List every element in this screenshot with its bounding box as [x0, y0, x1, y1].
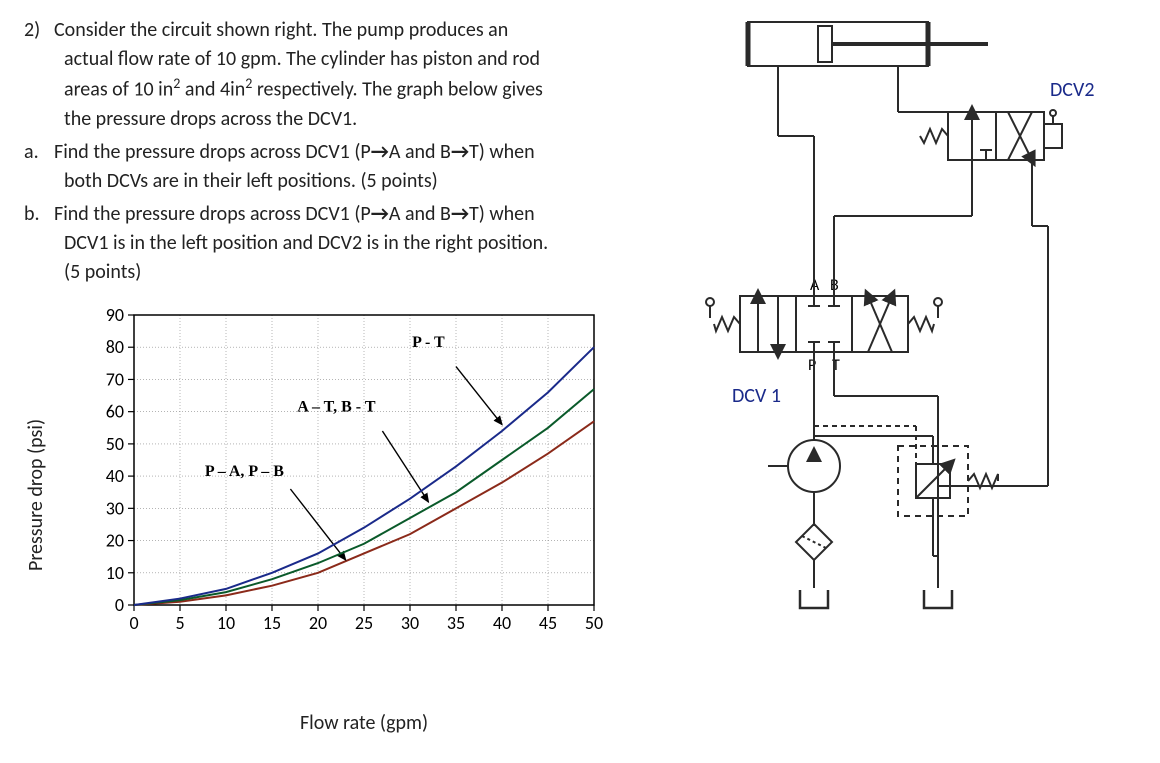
- intro-3-post: respectively. The graph below gives: [252, 78, 543, 102]
- b-text-2: A and B: [389, 202, 451, 226]
- intro-line-3: areas of 10 in2 and 4in2 respectively. T…: [24, 74, 664, 105]
- intro-line-1: 2)Consider the circuit shown right. The …: [24, 16, 664, 45]
- svg-text:40: 40: [493, 612, 511, 634]
- svg-text:80: 80: [106, 336, 124, 358]
- part-b-label: b.: [24, 200, 54, 229]
- pressure-drop-chart: Pressure drop (psi) 05101520253035404550…: [84, 305, 644, 685]
- svg-text:40: 40: [106, 465, 124, 487]
- a-text-3: T) when: [469, 140, 535, 164]
- svg-text:0: 0: [129, 612, 138, 634]
- part-a-label: a.: [24, 138, 54, 167]
- svg-text:45: 45: [539, 612, 557, 634]
- page-root: 2)Consider the circuit shown right. The …: [24, 16, 1136, 685]
- svg-text:5: 5: [175, 612, 184, 634]
- svg-text:60: 60: [106, 400, 124, 422]
- svg-text:DCV2: DCV2: [1050, 78, 1094, 102]
- svg-text:A – T, B - T: A – T, B - T: [297, 398, 376, 415]
- text-and-chart-column: 2)Consider the circuit shown right. The …: [24, 16, 664, 685]
- svg-text:90: 90: [106, 305, 124, 326]
- a-text-2: A and B: [389, 140, 451, 164]
- part-b-line-1: b.Find the pressure drops across DCV1 (P…: [24, 200, 664, 229]
- svg-text:35: 35: [447, 612, 465, 634]
- x-axis-label: Flow rate (gpm): [300, 711, 428, 735]
- b-text-3: T) when: [469, 202, 535, 226]
- svg-text:0: 0: [115, 594, 124, 616]
- svg-text:50: 50: [585, 612, 603, 634]
- svg-text:20: 20: [309, 612, 327, 634]
- svg-text:10: 10: [217, 612, 235, 634]
- part-b-line-2: DCV1 is in the left position and DCV2 is…: [24, 229, 664, 258]
- svg-text:DCV 1: DCV 1: [732, 384, 781, 408]
- svg-text:30: 30: [106, 497, 124, 519]
- intro-line-4: the pressure drops across the DCV1.: [24, 105, 664, 134]
- part-a-line-2: both DCVs are in their left positions. (…: [24, 167, 664, 196]
- circuit-schematic: DCV2ABPTDCV 1: [680, 16, 1136, 685]
- schematic-svg: DCV2ABPTDCV 1: [680, 16, 1136, 656]
- chart-svg: 0 5 10 15 20 25 30 35 40 45 50 0 10 20 30 40 50 60 70 80 90 P…: [84, 305, 604, 635]
- svg-text:15: 15: [263, 612, 281, 634]
- arrow-icon: →: [371, 202, 389, 226]
- intro-3-pre: areas of 10 in: [64, 78, 173, 102]
- svg-text:25: 25: [355, 612, 373, 634]
- part-a-line-1: a.Find the pressure drops across DCV1 (P…: [24, 138, 664, 167]
- arrow-icon: →: [371, 140, 389, 164]
- svg-text:P: P: [808, 356, 816, 375]
- intro-text-1: Consider the circuit shown right. The pu…: [54, 18, 508, 42]
- arrow-icon: →: [451, 202, 469, 226]
- svg-text:20: 20: [106, 529, 124, 551]
- svg-text:50: 50: [106, 433, 124, 455]
- arrow-icon: →: [451, 140, 469, 164]
- y-axis-label: Pressure drop (psi): [24, 419, 48, 571]
- svg-text:P – A, P – B: P – A, P – B: [205, 463, 284, 480]
- svg-text:30: 30: [401, 612, 419, 634]
- a-text-1: Find the pressure drops across DCV1 (P: [54, 140, 371, 164]
- problem-number: 2): [24, 16, 54, 45]
- problem-statement: 2)Consider the circuit shown right. The …: [24, 16, 664, 287]
- intro-line-2: actual flow rate of 10 gpm. The cylinder…: [24, 45, 664, 74]
- part-b-line-3: (5 points): [24, 258, 664, 287]
- svg-text:10: 10: [106, 561, 124, 583]
- svg-text:P - T: P - T: [412, 334, 445, 351]
- b-text-1: Find the pressure drops across DCV1 (P: [54, 202, 371, 226]
- intro-3-mid: and 4in: [180, 78, 245, 102]
- svg-text:70: 70: [106, 368, 124, 390]
